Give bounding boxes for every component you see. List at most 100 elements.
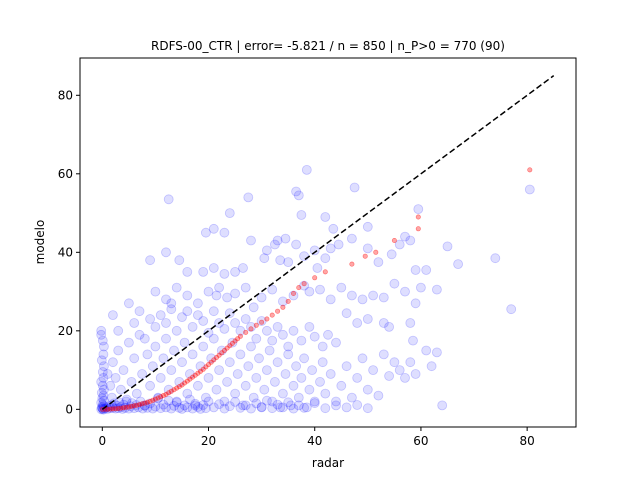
observation-point bbox=[171, 397, 182, 408]
fit-point bbox=[166, 390, 172, 396]
observation-point bbox=[246, 235, 256, 246]
observation-point bbox=[309, 331, 320, 342]
observation-point bbox=[171, 325, 182, 336]
observation-point bbox=[259, 384, 270, 395]
observation-point bbox=[192, 402, 203, 412]
fit-point bbox=[362, 253, 368, 259]
observation-point bbox=[171, 396, 182, 407]
chart-title: RDFS-00_CTR | error= -5.821 / n = 850 | … bbox=[151, 39, 505, 53]
observation-point bbox=[283, 341, 294, 352]
observation-point bbox=[288, 325, 299, 336]
observation-point bbox=[331, 337, 341, 348]
observation-point bbox=[349, 182, 360, 193]
observation-point bbox=[222, 376, 233, 387]
observation-point bbox=[174, 376, 185, 387]
observation-point bbox=[240, 282, 251, 293]
observation-point bbox=[214, 282, 225, 293]
observation-point bbox=[121, 396, 132, 407]
observation-points bbox=[96, 164, 535, 415]
observation-point bbox=[299, 402, 310, 413]
observation-point bbox=[291, 239, 302, 250]
observation-point bbox=[251, 398, 262, 409]
observation-point bbox=[304, 384, 315, 395]
observation-point bbox=[174, 255, 185, 266]
observation-point bbox=[203, 286, 214, 297]
observation-point bbox=[235, 402, 246, 413]
observation-point bbox=[288, 403, 299, 414]
observation-point bbox=[325, 243, 336, 254]
observation-point bbox=[98, 372, 109, 383]
observation-point bbox=[256, 402, 267, 413]
observation-point bbox=[312, 263, 323, 273]
observation-point bbox=[280, 369, 291, 379]
observation-point bbox=[421, 345, 432, 356]
observation-point bbox=[421, 265, 432, 275]
observation-point bbox=[171, 282, 182, 293]
observation-point bbox=[105, 380, 116, 391]
observation-point bbox=[410, 265, 421, 275]
observation-point bbox=[145, 255, 156, 266]
observation-point bbox=[192, 380, 203, 391]
fit-point bbox=[174, 385, 180, 391]
observation-point bbox=[431, 347, 442, 358]
x-tick-label: 80 bbox=[520, 434, 535, 448]
observation-point bbox=[352, 372, 363, 383]
observation-point bbox=[96, 325, 107, 336]
observation-point bbox=[184, 369, 195, 379]
observation-point bbox=[113, 325, 124, 336]
observation-point bbox=[99, 341, 109, 352]
observation-point bbox=[187, 349, 198, 360]
observation-point bbox=[320, 388, 331, 399]
observation-point bbox=[275, 255, 286, 266]
observation-point bbox=[177, 357, 187, 368]
observation-point bbox=[203, 327, 214, 338]
observation-point bbox=[96, 376, 107, 387]
observation-point bbox=[184, 394, 195, 405]
observation-point bbox=[248, 302, 259, 313]
observation-point bbox=[251, 372, 262, 383]
observation-point bbox=[147, 361, 158, 372]
observation-point bbox=[211, 290, 222, 301]
fit-point bbox=[155, 395, 161, 401]
x-axis-label: radar bbox=[312, 456, 344, 470]
observation-point bbox=[145, 380, 156, 391]
observation-point bbox=[267, 335, 278, 346]
observation-point bbox=[198, 266, 209, 277]
observation-point bbox=[352, 318, 363, 328]
observation-point bbox=[208, 333, 219, 344]
observation-point bbox=[219, 268, 230, 279]
fit-point bbox=[391, 238, 397, 244]
fit-points bbox=[99, 167, 533, 412]
observation-point bbox=[224, 401, 235, 412]
observation-point bbox=[261, 395, 272, 406]
observation-point bbox=[291, 186, 302, 197]
observation-point bbox=[410, 369, 421, 379]
observation-point bbox=[214, 399, 225, 410]
observation-point bbox=[203, 372, 214, 383]
observation-point bbox=[506, 304, 517, 315]
observation-point bbox=[389, 278, 400, 289]
x-axis-ticks: 0 20 40 60 80 bbox=[98, 427, 535, 448]
observation-point bbox=[214, 365, 225, 376]
fit-point bbox=[107, 406, 113, 412]
y-tick-label: 80 bbox=[58, 88, 73, 102]
observation-point bbox=[299, 353, 310, 364]
observation-point bbox=[368, 365, 379, 376]
observation-point bbox=[333, 239, 344, 250]
observation-point bbox=[400, 286, 410, 297]
observation-point bbox=[150, 341, 161, 352]
observation-point bbox=[169, 400, 179, 411]
x-tick-label: 0 bbox=[98, 434, 106, 448]
observation-point bbox=[161, 318, 171, 328]
observation-point bbox=[219, 323, 230, 334]
observation-point bbox=[200, 227, 211, 238]
fit-point bbox=[312, 275, 318, 281]
observation-point bbox=[283, 257, 294, 268]
observation-point bbox=[182, 266, 193, 277]
fit-point bbox=[248, 326, 254, 332]
observation-point bbox=[346, 233, 357, 244]
observation-point bbox=[208, 402, 219, 413]
observation-point bbox=[134, 306, 145, 317]
y-tick-label: 60 bbox=[58, 167, 73, 181]
observation-point bbox=[208, 223, 219, 234]
